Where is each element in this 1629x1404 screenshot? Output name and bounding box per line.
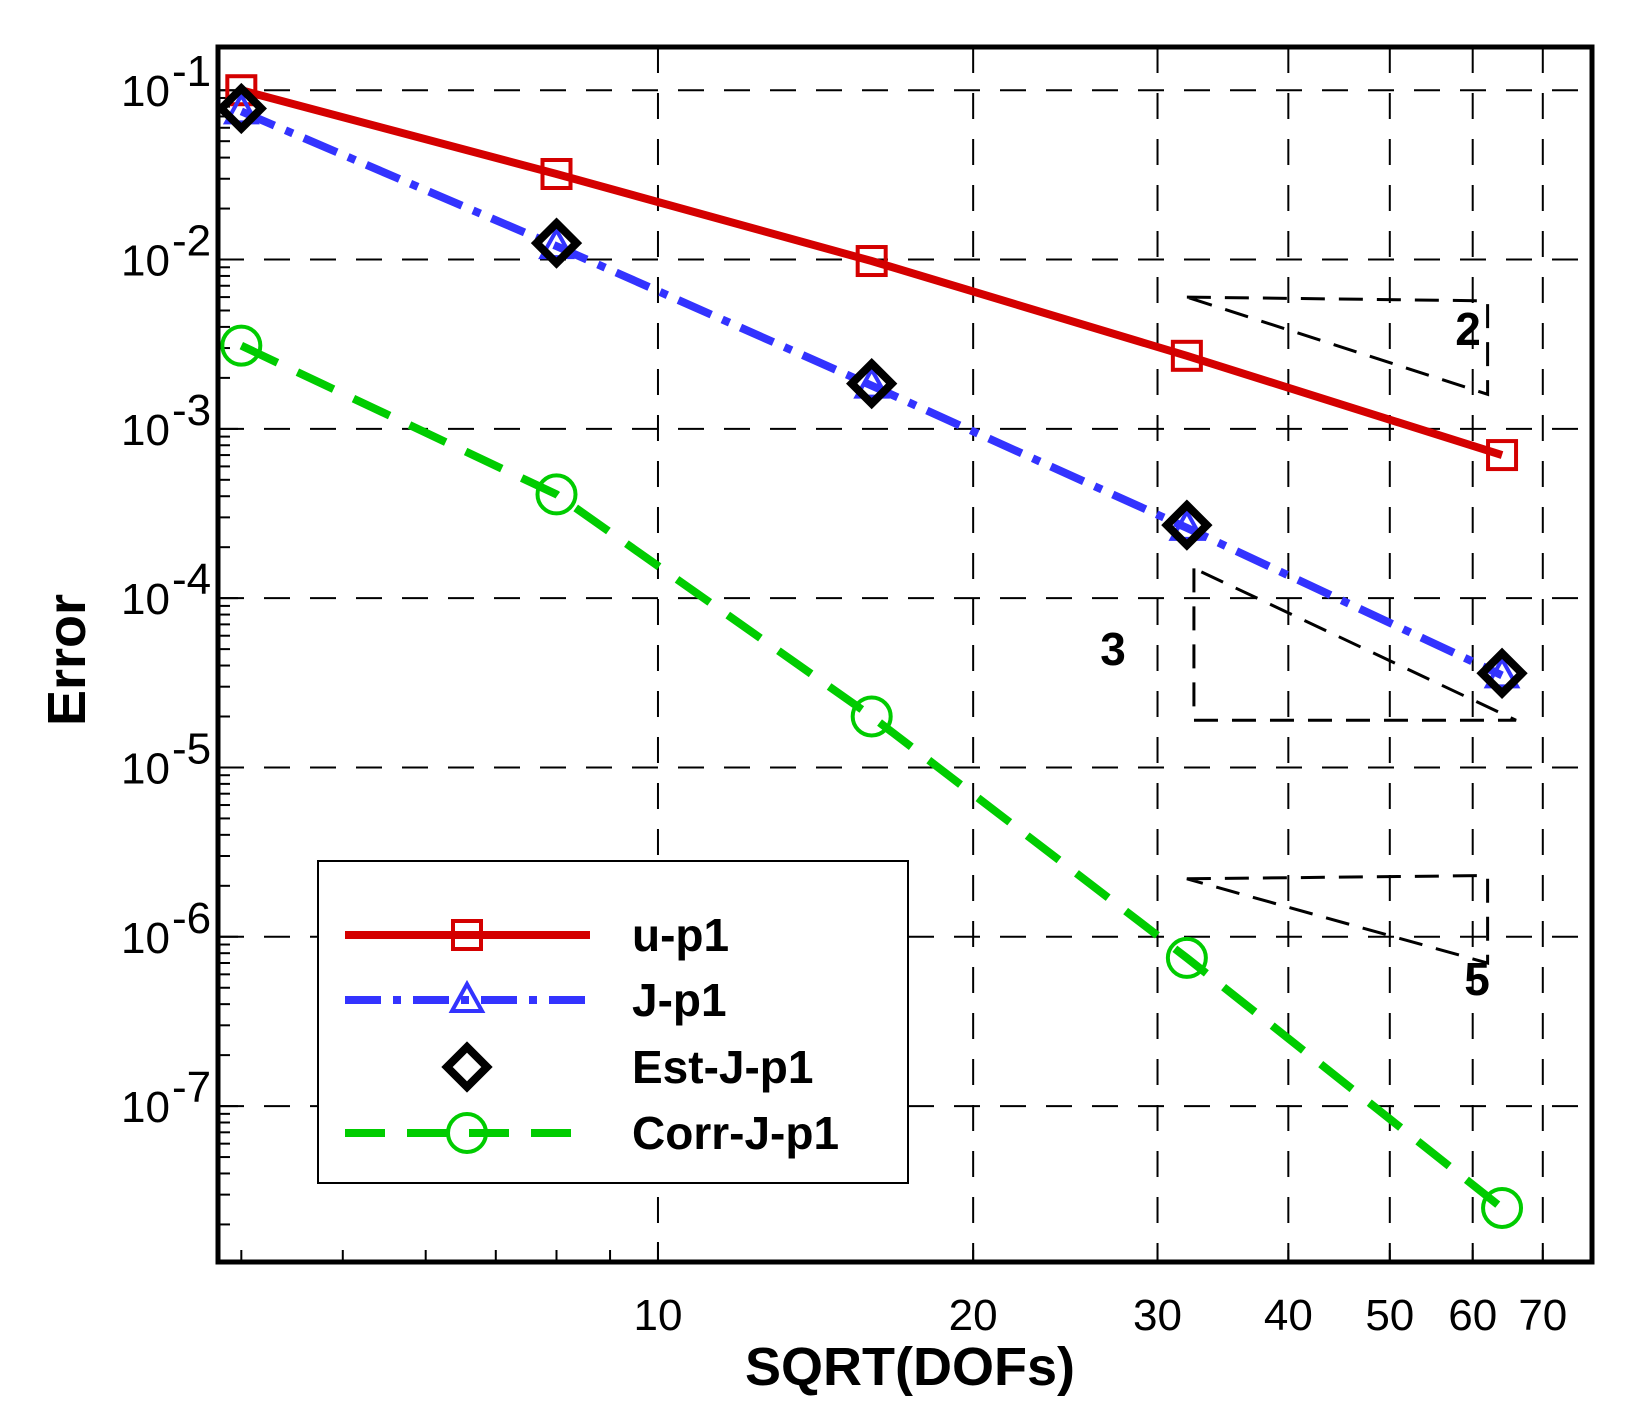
- data-point-J-p1: [222, 91, 260, 125]
- legend-label-Est-J-p1: Est-J-p1: [632, 1041, 813, 1093]
- x-tick-label: 30: [1133, 1291, 1182, 1340]
- series-Corr-J-p1: [220, 324, 1524, 1230]
- data-point-u-p1: [540, 158, 573, 191]
- data-point-Est-J-p1: [215, 82, 267, 135]
- slope-triangles: 2 3 5: [1100, 295, 1517, 1005]
- y-tick-labels: 10-110-210-310-410-510-610-7: [121, 47, 211, 1132]
- x-tick-label: 20: [949, 1291, 998, 1340]
- y-tick-exponent: -6: [172, 894, 211, 943]
- data-point-J-p1: [853, 365, 891, 399]
- legend-label-u-p1: u-p1: [632, 909, 729, 961]
- y-tick-exponent: -1: [172, 47, 211, 96]
- series-line-u-p1: [240, 86, 1504, 459]
- legend-marker-Est-J-p1: [441, 1041, 493, 1093]
- y-tick-exponent: -5: [172, 724, 211, 773]
- slope-triangle-5: [1186, 874, 1490, 965]
- y-tick-exponent: -4: [172, 555, 211, 604]
- y-tick-label: 10: [121, 914, 170, 963]
- data-point-Corr-J-p1: [850, 695, 893, 738]
- data-point-Corr-J-p1: [1481, 1187, 1524, 1230]
- legend: u-p1 J-p1 Est-J-p1 Corr-J-p1: [317, 860, 909, 1184]
- legend-marker-J-p1: [448, 979, 486, 1013]
- plot-frame: [215, 44, 1595, 1265]
- x-tick-label: 10: [633, 1291, 682, 1340]
- data-point-Est-J-p1: [1476, 647, 1528, 699]
- data-point-J-p1: [1168, 507, 1206, 541]
- slope-label-3: 3: [1100, 623, 1126, 675]
- y-tick-label: 10: [121, 406, 170, 455]
- y-tick-label: 10: [121, 744, 170, 793]
- y-tick-label: 10: [121, 575, 170, 624]
- data-point-u-p1: [225, 74, 258, 107]
- series-line-Corr-J-p1: [239, 342, 1505, 1212]
- data-point-Est-J-p1: [1161, 499, 1213, 551]
- slope-triangle-2: [1186, 295, 1490, 397]
- data-point-u-p1: [1486, 439, 1519, 472]
- x-tick-label: 60: [1448, 1291, 1497, 1340]
- x-tick-label: 70: [1518, 1291, 1567, 1340]
- y-tick-exponent: -7: [172, 1063, 211, 1112]
- grid-lines: [218, 47, 1592, 1262]
- series-Est-J-p1: [215, 82, 1528, 699]
- y-tick-exponent: -3: [172, 386, 211, 435]
- series-J-p1: [222, 91, 1521, 689]
- slope-label-5: 5: [1464, 953, 1490, 1005]
- data-point-Corr-J-p1: [1165, 936, 1208, 979]
- data-point-Corr-J-p1: [220, 324, 263, 367]
- data-point-J-p1: [538, 226, 575, 260]
- x-axis-title: SQRT(DOFs): [745, 1337, 1075, 1397]
- series: [215, 74, 1528, 1230]
- legend-label-Corr-J-p1: Corr-J-p1: [632, 1107, 839, 1159]
- data-point-Est-J-p1: [530, 217, 583, 269]
- series-u-p1: [225, 74, 1519, 472]
- data-point-u-p1: [855, 245, 888, 278]
- data-point-J-p1: [1483, 655, 1521, 689]
- data-point-Est-J-p1: [846, 357, 898, 410]
- x-tick-labels: 10 20 30 40 50 60 70: [633, 1291, 1567, 1340]
- legend-label-J-p1: J-p1: [632, 974, 727, 1026]
- slope-triangle-3: [1192, 565, 1517, 722]
- legend-marker-u-p1: [451, 919, 483, 951]
- x-tick-label: 40: [1264, 1291, 1313, 1340]
- legend-marker-Corr-J-p1: [446, 1112, 488, 1154]
- y-tick-label: 10: [121, 237, 170, 286]
- y-tick-label: 10: [121, 1083, 170, 1132]
- data-point-u-p1: [1170, 339, 1203, 372]
- slope-label-2: 2: [1455, 303, 1481, 355]
- series-line-J-p1: [239, 107, 1504, 679]
- data-point-Corr-J-p1: [535, 473, 578, 516]
- y-tick-label: 10: [121, 67, 170, 116]
- x-tick-label: 50: [1365, 1291, 1414, 1340]
- y-axis-title: Error: [37, 594, 97, 726]
- y-tick-exponent: -2: [172, 217, 211, 266]
